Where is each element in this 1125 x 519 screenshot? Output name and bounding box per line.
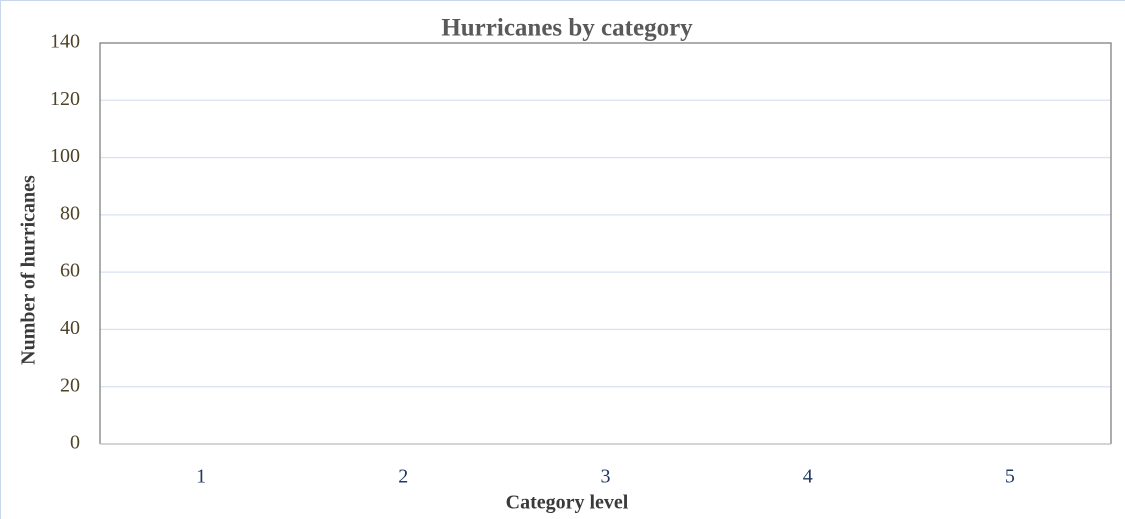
y-tick-label: 140 xyxy=(50,31,80,53)
y-tick-label: 40 xyxy=(60,317,80,339)
y-tick-label: 20 xyxy=(60,374,80,396)
chart-title: Hurricanes by category xyxy=(441,15,693,42)
x-tick-label: 1 xyxy=(196,466,206,488)
y-axis-title: Number of hurricanes xyxy=(18,175,40,365)
y-tick-label: 100 xyxy=(50,145,80,167)
x-axis-title: Category level xyxy=(506,492,629,514)
y-tick-label: 80 xyxy=(60,202,80,224)
x-tick-label: 5 xyxy=(1005,466,1015,488)
x-tick-label: 3 xyxy=(601,466,611,488)
y-tick-label: 120 xyxy=(50,88,80,110)
x-tick-label: 4 xyxy=(803,466,813,488)
x-tick-label: 2 xyxy=(398,466,408,488)
y-tick-label: 0 xyxy=(70,432,80,454)
plot-border xyxy=(99,42,1112,444)
y-tick-label: 60 xyxy=(60,260,80,282)
